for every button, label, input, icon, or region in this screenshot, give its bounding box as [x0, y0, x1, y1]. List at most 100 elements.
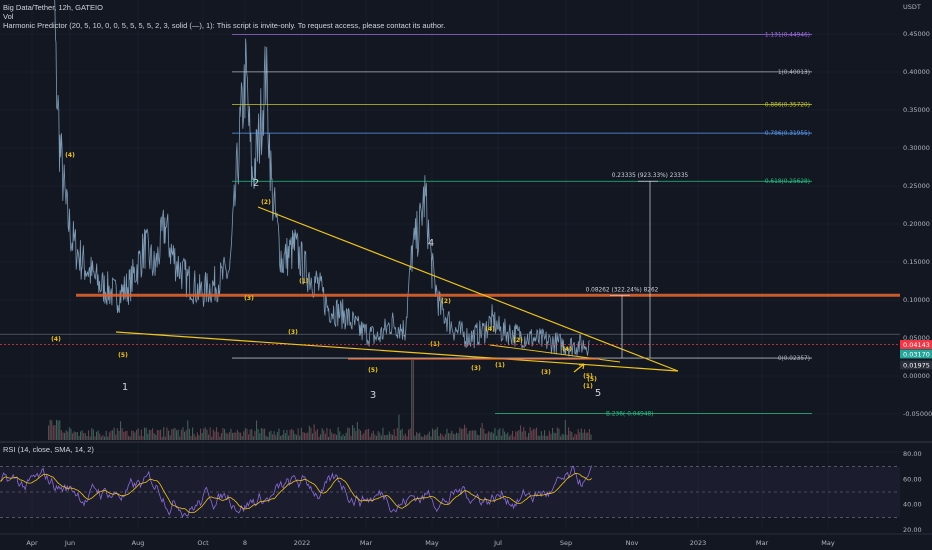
- volume-bar: [286, 430, 288, 440]
- fib-level-label: 1(0.40013): [778, 70, 810, 76]
- time-axis-label: 8: [243, 539, 247, 547]
- volume-bar: [438, 436, 440, 440]
- volume-bar: [483, 428, 485, 440]
- volume-bar: [468, 430, 470, 440]
- volume-bar: [219, 436, 221, 440]
- volume-bar: [526, 436, 528, 440]
- volume-bar: [371, 433, 373, 440]
- volume-bar: [454, 434, 456, 440]
- rsi-legend[interactable]: RSI (14, close, SMA, 14, 2): [3, 445, 94, 454]
- volume-bar: [204, 427, 206, 440]
- volume-bar: [470, 430, 472, 440]
- volume-bar: [172, 428, 174, 440]
- volume-bar: [588, 428, 590, 440]
- volume-bar: [507, 432, 509, 440]
- volume-bar: [348, 428, 350, 440]
- volume-bar: [321, 428, 323, 440]
- volume-bar: [420, 436, 422, 440]
- volume-bar: [452, 433, 454, 440]
- volume-bar: [499, 428, 501, 440]
- volume-bar: [398, 414, 400, 440]
- volume-bar: [51, 420, 53, 440]
- volume-bar: [435, 429, 437, 440]
- big-wave-label: 4: [428, 238, 434, 249]
- volume-bar: [236, 429, 238, 440]
- volume-bar: [104, 436, 106, 440]
- indicator-legend[interactable]: Harmonic Predictor (20, 5, 10, 0, 0, 5, …: [3, 21, 446, 30]
- price-axis[interactable]: USDT0.850000.800000.750000.700000.650000…: [900, 0, 932, 456]
- volume-bar: [96, 431, 98, 440]
- volume-bar: [246, 428, 248, 440]
- volume-bar: [222, 428, 224, 440]
- volume-bar: [457, 433, 459, 440]
- volume-bar: [273, 431, 275, 440]
- volume-bar: [553, 432, 555, 440]
- volume-bar: [523, 427, 525, 440]
- volume-bar: [400, 430, 402, 440]
- volume-bar: [369, 436, 371, 440]
- big-wave-label: 3: [370, 390, 376, 401]
- volume-bar: [556, 427, 558, 440]
- volume-bar: [505, 434, 507, 440]
- time-axis[interactable]: Apr Jun Aug Oct 8 2022 Mar May Jul Sep Nov 2023 Mar M…: [0, 533, 932, 547]
- volume-bar: [254, 430, 256, 440]
- volume-bar: [539, 436, 541, 440]
- time-axis-label: Aug: [132, 539, 145, 547]
- volume-bar: [460, 428, 462, 440]
- fib-level-label: 1.131(0.44946): [765, 32, 810, 38]
- volume-bar: [147, 433, 149, 440]
- volume-bar: [252, 436, 254, 440]
- big-wave-label: 2: [253, 178, 259, 189]
- wave-label: (1): [299, 278, 309, 285]
- fib-level-label: 0.886(0.35720): [765, 103, 810, 109]
- volume-bar: [352, 425, 354, 440]
- volume-bar: [513, 436, 515, 440]
- volume-bar: [580, 428, 582, 440]
- volume-bar: [70, 428, 72, 440]
- volume-bar: [440, 433, 442, 440]
- volume-bar: [291, 428, 293, 440]
- volume-bar: [547, 435, 549, 440]
- volume-bar: [414, 435, 416, 440]
- volume-bars: [48, 360, 592, 440]
- volume-bar: [163, 427, 165, 440]
- fibonacci-levels[interactable]: 1.272(0.50255)1.131(0.44946)1(0.40013)0.…: [232, 0, 812, 418]
- volume-bar: [566, 434, 568, 440]
- wave-label: (3): [244, 295, 254, 302]
- price-axis-tick: 0.30000: [903, 144, 930, 152]
- volume-bar: [193, 433, 195, 440]
- volume-bar: [288, 435, 290, 440]
- volume-bar: [224, 428, 226, 440]
- volume-bar: [350, 435, 352, 440]
- upper-trendline[interactable]: [257, 206, 679, 372]
- volume-bar: [235, 432, 237, 440]
- volume-bar: [211, 436, 213, 440]
- wave-label: (3): [288, 329, 298, 336]
- volume-bar: [116, 428, 118, 440]
- measure-tools[interactable]: 0.23335 (923.33%) 23335 0.08262 (322.24%)…: [586, 173, 689, 359]
- chart-title: Big Data/Tether, 12h, GATEIO: [3, 3, 103, 12]
- volume-bar: [123, 431, 125, 440]
- time-axis-label: Jul: [493, 539, 502, 547]
- volume-bar: [436, 427, 438, 440]
- volume-bar: [512, 430, 514, 440]
- volume-bar: [372, 430, 374, 440]
- time-axis-label: May: [425, 539, 439, 547]
- arrow-icon: [573, 363, 585, 373]
- volume-bar: [161, 436, 163, 440]
- volume-bar: [572, 436, 574, 440]
- volume-bar: [337, 427, 339, 440]
- volume-bar: [97, 430, 99, 440]
- volume-bar: [516, 431, 518, 440]
- volume-bar: [107, 436, 109, 440]
- volume-bar: [422, 436, 424, 440]
- price-axis-tick: 0.25000: [903, 182, 930, 190]
- volume-bar: [56, 419, 58, 440]
- volume-bar: [379, 432, 381, 440]
- volume-bar: [316, 429, 318, 440]
- volume-bar: [300, 427, 302, 440]
- volume-bar: [217, 432, 219, 440]
- volume-bar: [150, 429, 152, 440]
- volume-bar: [388, 431, 390, 440]
